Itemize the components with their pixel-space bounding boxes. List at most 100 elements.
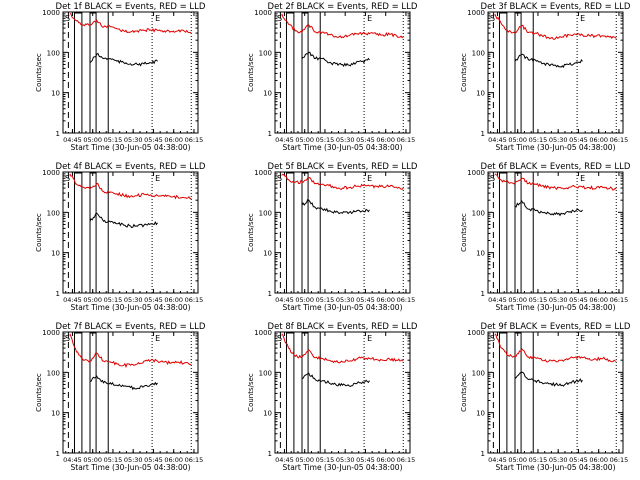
y-tick-label: 1 xyxy=(56,450,60,458)
x-tick-label: 05:00 xyxy=(295,296,314,304)
y-axis-label: Counts/sec xyxy=(460,213,468,252)
x-axis-label: Start Time (30-Jun-05 04:38:00) xyxy=(496,303,616,312)
x-tick-label: 05:45 xyxy=(144,136,163,144)
x-tick-label: 05:30 xyxy=(336,296,355,304)
y-tick-label: 100 xyxy=(47,209,60,217)
panel-title: Det 9f BLACK = Events, RED = LLD xyxy=(481,322,631,332)
x-tick-label: 06:15 xyxy=(397,136,416,144)
x-tick-label: 06:00 xyxy=(589,456,608,464)
x-axis-label: Start Time (30-Jun-05 04:38:00) xyxy=(71,143,191,152)
series-events-line xyxy=(89,52,158,67)
x-tick-label: 06:15 xyxy=(397,456,416,464)
start-marker: S xyxy=(490,14,495,23)
y-tick-label: 10 xyxy=(263,90,272,98)
panel-det-3: Det 3f BLACK = Events, RED = LLD 1 10 100 10… xyxy=(460,2,631,152)
plot-frame xyxy=(274,171,411,294)
y-axis-label: Counts/sec xyxy=(247,213,255,252)
panel-title: Det 3f BLACK = Events, RED = LLD xyxy=(481,2,631,12)
x-tick-label: 06:15 xyxy=(397,296,416,304)
panel-title: Det 8f BLACK = Events, RED = LLD xyxy=(268,322,418,332)
x-axis-label: Start Time (30-Jun-05 04:38:00) xyxy=(283,303,403,312)
start-marker: S xyxy=(277,174,282,183)
series-events-line xyxy=(514,200,583,217)
x-tick-label: 05:30 xyxy=(336,456,355,464)
y-tick-label: 100 xyxy=(47,369,60,377)
x-tick-label: 05:00 xyxy=(295,136,314,144)
x-tick-label: 06:00 xyxy=(164,136,183,144)
x-tick-label: 05:45 xyxy=(356,136,375,144)
x-tick-label: 05:00 xyxy=(508,296,527,304)
y-tick-label: 1 xyxy=(268,130,272,138)
y-tick-label: 1000 xyxy=(42,169,60,177)
panel-title: Det 1f BLACK = Events, RED = LLD xyxy=(56,2,206,12)
y-tick-label: 1000 xyxy=(254,329,272,337)
x-tick-label: 05:45 xyxy=(569,296,588,304)
y-tick-label: 1 xyxy=(481,450,485,458)
x-tick-label: 06:00 xyxy=(376,296,395,304)
x-tick-label: 05:15 xyxy=(316,296,335,304)
plot-frame xyxy=(274,331,411,454)
x-tick-label: 05:30 xyxy=(549,136,568,144)
x-tick-label: 05:15 xyxy=(316,456,335,464)
x-tick-label: 05:00 xyxy=(83,456,102,464)
y-axis-label: Counts/sec xyxy=(460,53,468,92)
x-axis-label: Start Time (30-Jun-05 04:38:00) xyxy=(71,303,191,312)
end-marker: E xyxy=(155,174,160,183)
x-tick-label: 05:45 xyxy=(569,136,588,144)
x-tick-label: 05:45 xyxy=(356,296,375,304)
x-tick-label: 06:15 xyxy=(185,136,204,144)
y-tick-label: 10 xyxy=(476,410,485,418)
x-tick-label: 04:45 xyxy=(63,136,82,144)
panel-det-8: Det 8f BLACK = Events, RED = LLD 1 10 100 10… xyxy=(247,322,418,472)
panel-det-7: Det 7f BLACK = Events, RED = LLD 1 10 100 10… xyxy=(35,322,206,472)
y-tick-label: 100 xyxy=(259,369,272,377)
panel-title: Det 4f BLACK = Events, RED = LLD xyxy=(56,162,206,172)
x-tick-label: 04:45 xyxy=(488,296,507,304)
y-tick-label: 10 xyxy=(263,250,272,258)
series-events-line xyxy=(301,372,370,387)
end-marker: E xyxy=(367,174,372,183)
y-tick-label: 100 xyxy=(472,209,485,217)
y-tick-label: 10 xyxy=(51,410,60,418)
x-tick-label: 05:00 xyxy=(508,136,527,144)
start-marker: S xyxy=(490,334,495,343)
y-tick-label: 100 xyxy=(47,49,60,57)
series-events-line xyxy=(90,375,158,391)
x-tick-label: 06:00 xyxy=(589,296,608,304)
x-tick-label: 05:30 xyxy=(549,456,568,464)
series-lld-line xyxy=(69,13,192,34)
x-tick-label: 05:00 xyxy=(508,456,527,464)
panel-det-4: Det 4f BLACK = Events, RED = LLD 1 10 100 10… xyxy=(35,162,206,312)
plot-frame xyxy=(487,331,624,454)
series-events-line xyxy=(89,212,158,229)
y-tick-label: 100 xyxy=(259,49,272,57)
x-axis-label: Start Time (30-Jun-05 04:38:00) xyxy=(71,463,191,472)
x-axis-label: Start Time (30-Jun-05 04:38:00) xyxy=(283,463,403,472)
end-marker: E xyxy=(580,174,585,183)
x-tick-label: 05:45 xyxy=(356,456,375,464)
end-marker: E xyxy=(155,334,160,343)
panel-det-6: Det 6f BLACK = Events, RED = LLD 1 10 100 10… xyxy=(460,162,631,312)
panel-det-2: Det 2f BLACK = Events, RED = LLD 1 10 100 10… xyxy=(247,2,418,152)
series-lld-line xyxy=(281,333,404,364)
y-axis-label: Counts/sec xyxy=(35,373,43,412)
x-tick-label: 04:45 xyxy=(275,136,294,144)
y-tick-label: 1000 xyxy=(467,169,485,177)
y-tick-label: 1 xyxy=(481,130,485,138)
y-tick-label: 10 xyxy=(263,410,272,418)
x-tick-label: 06:00 xyxy=(164,296,183,304)
y-tick-label: 1000 xyxy=(467,9,485,17)
plot-frame xyxy=(487,11,624,134)
end-marker: E xyxy=(367,334,372,343)
plot-frame xyxy=(62,331,199,454)
x-tick-label: 05:00 xyxy=(83,136,102,144)
x-tick-label: 04:45 xyxy=(63,296,82,304)
end-marker: E xyxy=(367,14,372,23)
series-events-line xyxy=(301,199,370,215)
y-axis-label: Counts/sec xyxy=(35,53,43,92)
y-tick-label: 100 xyxy=(259,209,272,217)
series-events-line xyxy=(301,51,370,67)
x-tick-label: 06:00 xyxy=(164,456,183,464)
x-tick-label: 06:00 xyxy=(376,136,395,144)
